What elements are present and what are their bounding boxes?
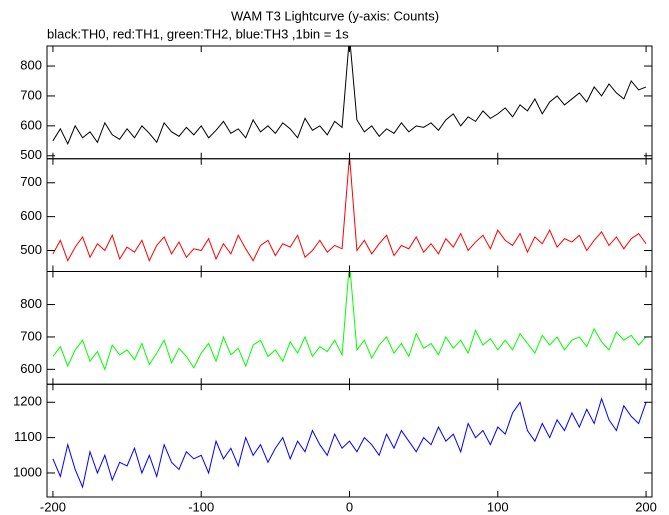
light-curve [52, 397, 647, 489]
y-tick-label: 700 [20, 174, 42, 189]
y-tick-label: 800 [20, 57, 42, 72]
x-tick-label: -200 [40, 499, 66, 514]
light-curve [52, 46, 647, 146]
panel-frame [46, 271, 653, 385]
x-tick-label: 100 [487, 499, 509, 514]
x-tick-label: 0 [346, 499, 353, 514]
y-tick-label: 700 [20, 87, 42, 102]
y-tick-label: 600 [20, 208, 42, 223]
x-tick-label: -100 [188, 499, 214, 514]
panel-frame [46, 45, 653, 160]
chart-title: WAM T3 Lightcurve (y-axis: Counts) [231, 8, 439, 23]
light-curve [52, 271, 647, 371]
panel-frame [46, 158, 653, 272]
y-tick-label: 500 [20, 242, 42, 257]
y-tick-label: 1000 [13, 464, 42, 479]
panel-frame [46, 383, 653, 498]
y-tick-label: 1100 [14, 429, 42, 444]
y-tick-label: 700 [20, 328, 42, 343]
y-tick-label: 800 [20, 296, 42, 311]
chart-subtitle: black:TH0, red:TH1, green:TH2, blue:TH3 … [47, 26, 349, 41]
light-curve [52, 158, 647, 262]
y-tick-label: 1200 [13, 394, 42, 409]
y-tick-label: 600 [20, 117, 42, 132]
y-tick-label: 500 [20, 147, 42, 162]
y-tick-label: 600 [20, 361, 42, 376]
x-tick-label: 200 [635, 499, 657, 514]
